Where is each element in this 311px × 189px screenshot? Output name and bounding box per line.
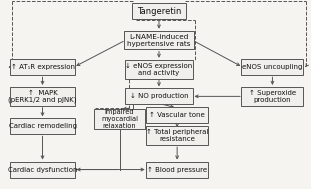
Text: Cardiac dysfunction: Cardiac dysfunction	[8, 167, 77, 173]
Text: ↑ Total peripheral
resistance: ↑ Total peripheral resistance	[146, 129, 208, 142]
Text: Tangeretin: Tangeretin	[137, 6, 181, 15]
Text: ↓ NO production: ↓ NO production	[130, 93, 188, 99]
FancyBboxPatch shape	[94, 108, 145, 129]
FancyBboxPatch shape	[124, 31, 194, 50]
FancyBboxPatch shape	[241, 87, 304, 106]
FancyBboxPatch shape	[146, 162, 208, 177]
Text: ↑ AT₁R expression: ↑ AT₁R expression	[11, 64, 75, 70]
FancyBboxPatch shape	[125, 60, 193, 79]
Text: ↓ eNOS expression
and activity: ↓ eNOS expression and activity	[125, 63, 193, 76]
Text: ↑ Vascular tone: ↑ Vascular tone	[149, 112, 205, 118]
Text: ↑ Superoxide
production: ↑ Superoxide production	[249, 90, 296, 103]
FancyBboxPatch shape	[10, 162, 75, 177]
FancyBboxPatch shape	[132, 3, 186, 19]
Text: ↑  MAPK
(pERK1/2 and pJNK): ↑ MAPK (pERK1/2 and pJNK)	[8, 90, 77, 103]
FancyBboxPatch shape	[10, 59, 75, 75]
FancyBboxPatch shape	[146, 126, 208, 145]
FancyBboxPatch shape	[125, 88, 193, 104]
Text: ↑ Blood pressure: ↑ Blood pressure	[147, 167, 207, 173]
Text: L-NAME-induced
hypertensive rats: L-NAME-induced hypertensive rats	[127, 34, 191, 47]
Text: eNOS uncoupling: eNOS uncoupling	[242, 64, 303, 70]
FancyBboxPatch shape	[241, 59, 304, 75]
FancyBboxPatch shape	[10, 119, 75, 134]
FancyBboxPatch shape	[10, 87, 75, 106]
FancyBboxPatch shape	[146, 107, 208, 123]
Text: Impaired
myocardial
relaxation: Impaired myocardial relaxation	[101, 109, 138, 129]
Text: Cardiac remodeling: Cardiac remodeling	[8, 123, 77, 129]
